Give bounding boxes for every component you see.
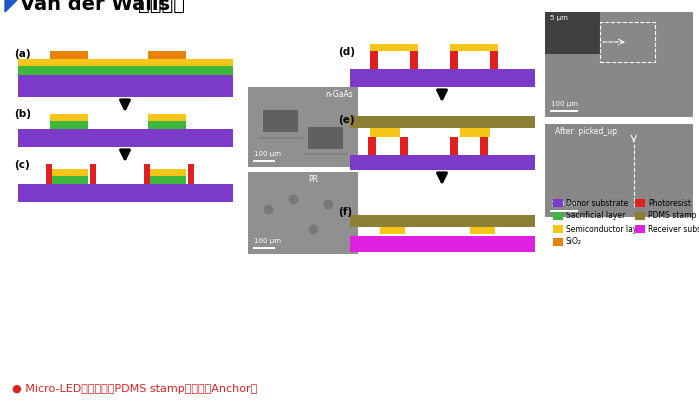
Bar: [635, 225, 645, 233]
Bar: [400, 137, 408, 155]
Bar: [303, 153, 348, 155]
Bar: [148, 51, 186, 59]
Bar: [148, 121, 186, 129]
Bar: [46, 164, 52, 184]
Text: 5 μm: 5 μm: [550, 15, 568, 21]
Bar: [50, 121, 88, 129]
Text: (e): (e): [338, 115, 354, 125]
Text: (b): (b): [14, 109, 31, 119]
Bar: [470, 227, 495, 234]
Text: (a): (a): [14, 49, 31, 59]
Bar: [553, 199, 563, 207]
Text: Photoresist: Photoresist: [648, 199, 691, 208]
Bar: [460, 128, 490, 137]
Bar: [18, 66, 233, 75]
Bar: [553, 238, 563, 246]
Bar: [370, 51, 378, 69]
Bar: [553, 212, 563, 220]
Text: (d): (d): [338, 47, 355, 57]
Bar: [90, 164, 96, 184]
Bar: [480, 137, 488, 155]
Text: 100 μm: 100 μm: [254, 151, 281, 157]
Text: Semiconductor layer: Semiconductor layer: [566, 225, 645, 234]
Bar: [450, 137, 458, 155]
Bar: [188, 164, 194, 184]
Text: PR: PR: [308, 175, 319, 184]
Polygon shape: [5, 0, 17, 12]
Bar: [350, 155, 535, 170]
Bar: [263, 110, 298, 132]
Text: (c): (c): [14, 160, 30, 170]
Bar: [550, 110, 578, 112]
Bar: [370, 128, 400, 137]
Text: Receiver substrate: Receiver substrate: [648, 225, 699, 234]
Bar: [350, 215, 535, 227]
Bar: [350, 69, 535, 87]
Bar: [380, 227, 405, 234]
Bar: [144, 164, 150, 184]
Text: PDMS stamp: PDMS stamp: [648, 212, 696, 221]
Bar: [553, 225, 563, 233]
Bar: [370, 44, 418, 51]
Bar: [450, 51, 458, 69]
Bar: [18, 129, 233, 147]
Bar: [258, 137, 303, 139]
Text: 转移技术: 转移技术: [138, 0, 185, 13]
Bar: [490, 51, 498, 69]
Text: Donor substrate: Donor substrate: [566, 199, 628, 208]
Bar: [308, 127, 343, 149]
Bar: [350, 236, 535, 252]
Bar: [50, 51, 88, 59]
Text: (f): (f): [338, 207, 352, 217]
Bar: [253, 247, 275, 249]
Bar: [148, 114, 186, 121]
Text: 100 μm: 100 μm: [551, 201, 578, 207]
Text: Van der Walls: Van der Walls: [20, 0, 177, 13]
Bar: [545, 12, 693, 117]
Text: n-GaAs: n-GaAs: [325, 90, 353, 99]
Bar: [410, 51, 418, 69]
Bar: [50, 169, 88, 176]
Text: Sacrificial layer: Sacrificial layer: [566, 212, 625, 221]
Bar: [635, 212, 645, 220]
Text: After  picked_up: After picked_up: [555, 127, 617, 136]
Bar: [50, 176, 88, 184]
Bar: [18, 59, 233, 66]
Bar: [18, 75, 233, 97]
Text: 100 μm: 100 μm: [254, 238, 281, 244]
Text: 100 μm: 100 μm: [551, 101, 578, 107]
Text: SiO₂: SiO₂: [566, 238, 582, 247]
Text: ● Micro-LED悬空，再被PDMS stamp压断锡（Anchor）: ● Micro-LED悬空，再被PDMS stamp压断锡（Anchor）: [12, 384, 257, 394]
Bar: [148, 169, 186, 176]
Bar: [248, 87, 358, 167]
Bar: [550, 210, 578, 212]
Bar: [350, 116, 535, 128]
Bar: [545, 124, 693, 217]
Bar: [248, 172, 358, 254]
Bar: [18, 184, 233, 202]
Bar: [50, 114, 88, 121]
Bar: [368, 137, 376, 155]
Bar: [635, 199, 645, 207]
Bar: [545, 12, 600, 54]
Bar: [450, 44, 498, 51]
Bar: [600, 22, 655, 62]
Bar: [253, 160, 275, 162]
Bar: [148, 176, 186, 184]
